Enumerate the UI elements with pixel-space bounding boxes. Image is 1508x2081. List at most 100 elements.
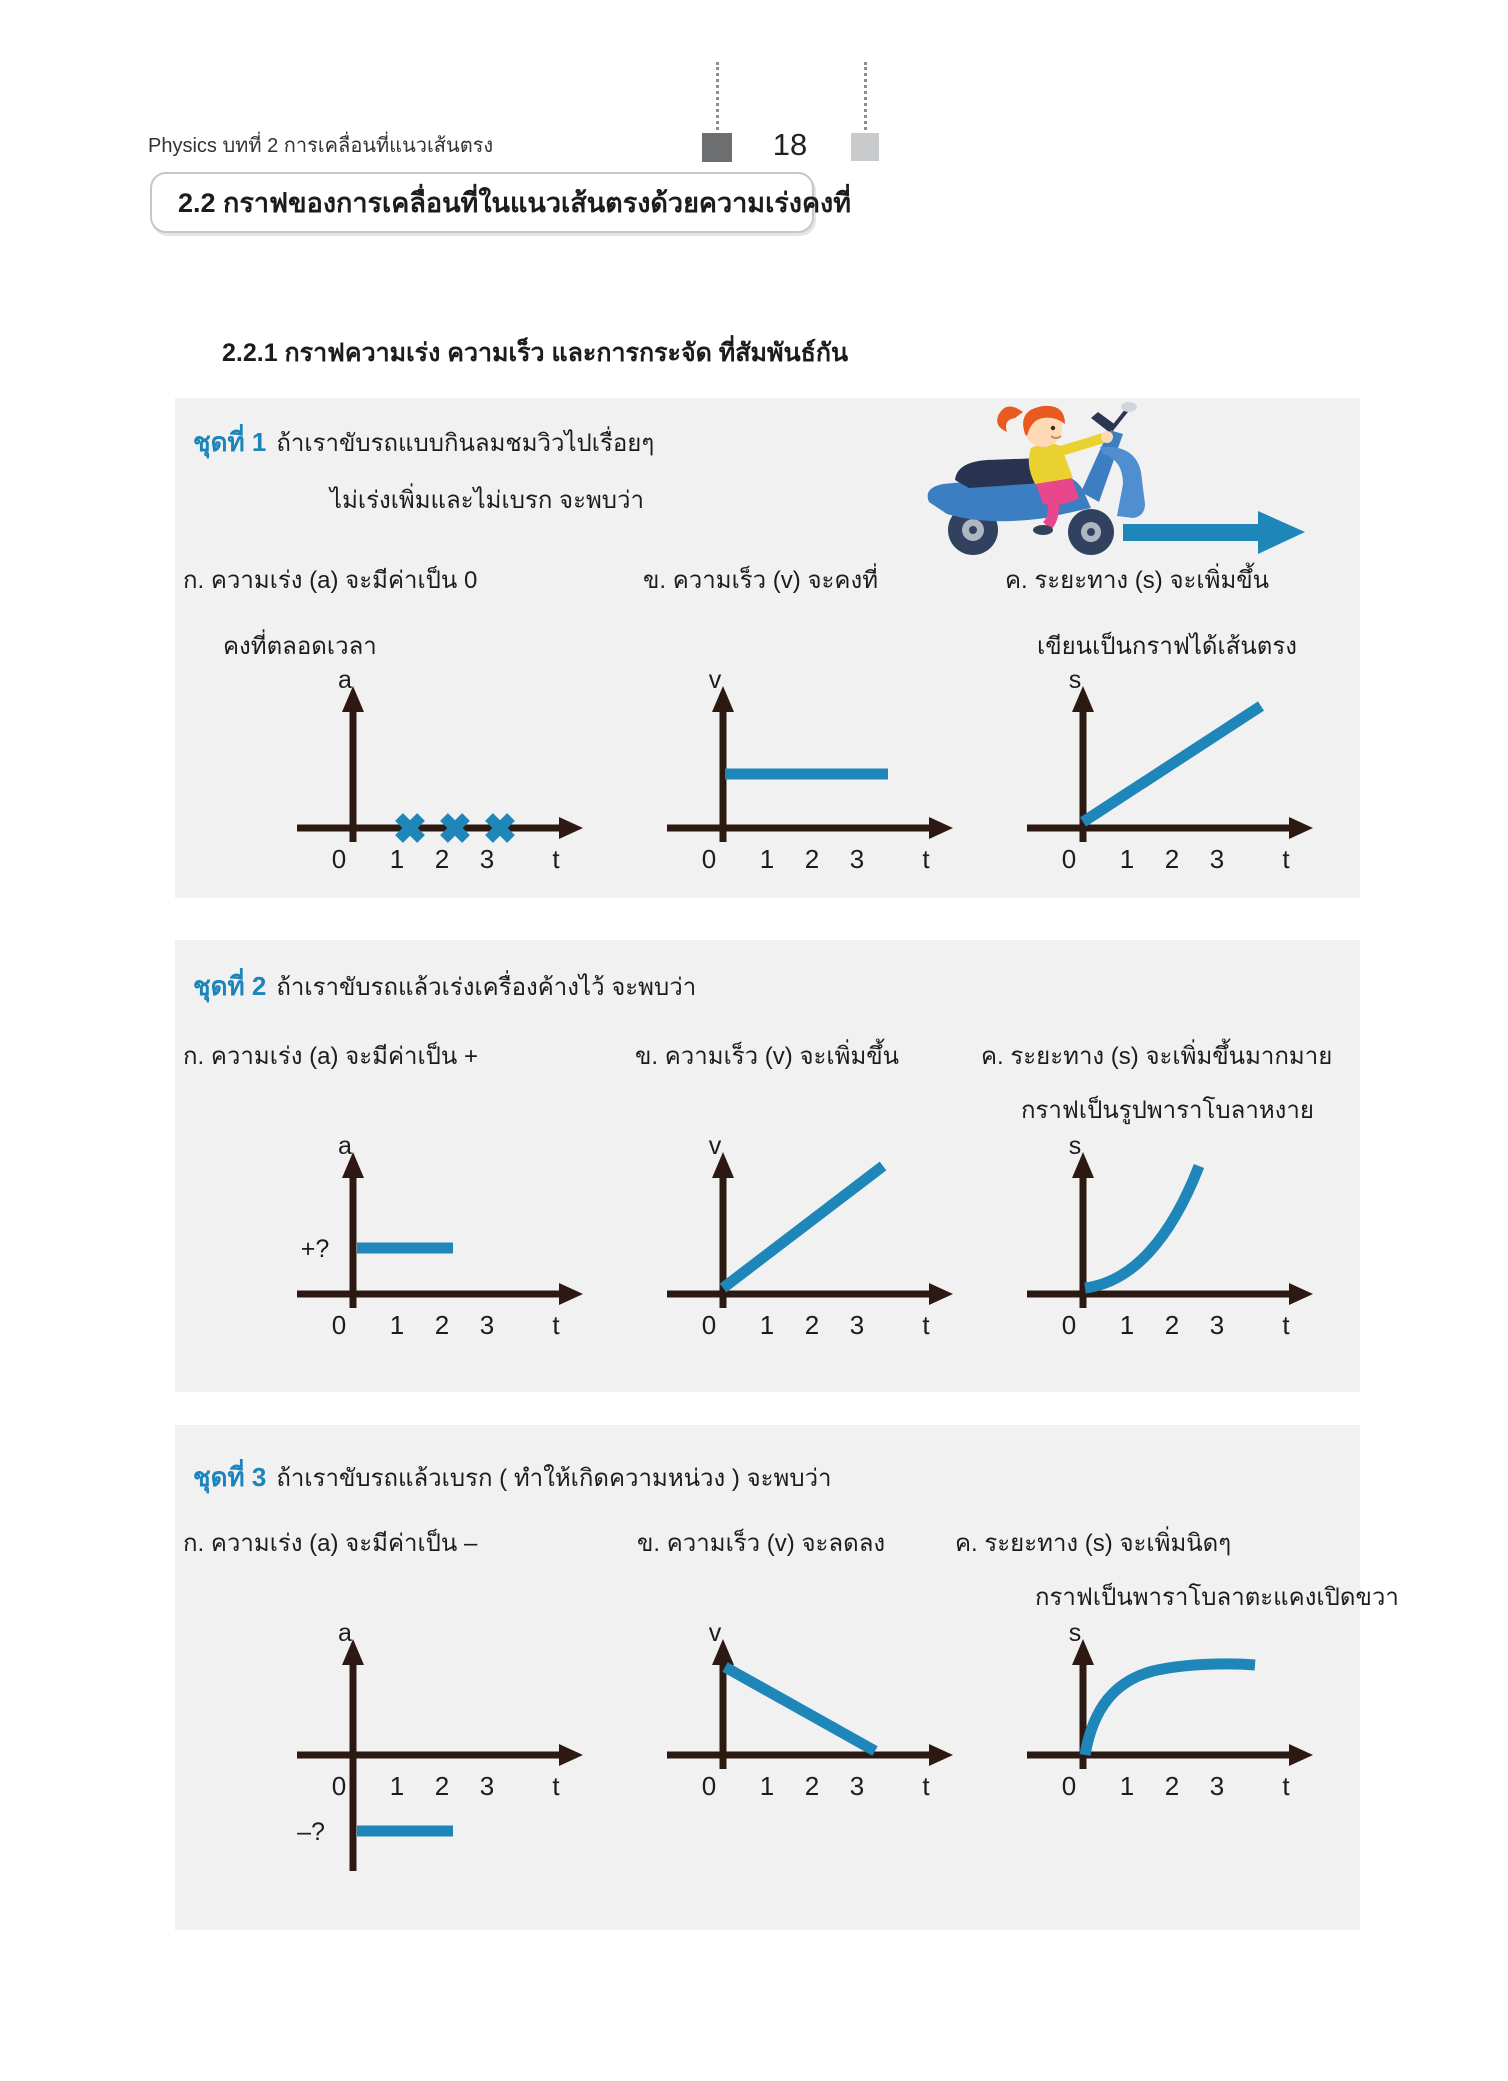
tick-1: 1 <box>760 844 774 874</box>
tick-0: 0 <box>702 844 716 874</box>
tick-1: 1 <box>760 1771 774 1801</box>
subsection-title: 2.2.1 กราฟความเร่ง ความเร็ว และการกระจัด… <box>222 339 849 367</box>
set-1-graph-a-vs-t: a 0 1 2 3 t <box>297 670 583 874</box>
set-1-intro-line2: ไม่เร่งเพิ่มและไม่เบรก จะพบว่า <box>330 487 644 514</box>
tick-2: 2 <box>435 1771 449 1801</box>
tick-1: 1 <box>390 1771 404 1801</box>
tick-2: 2 <box>805 1310 819 1340</box>
y-axis-label: a <box>338 1136 352 1160</box>
tick-0: 0 <box>332 1310 346 1340</box>
tick-2: 2 <box>1165 844 1179 874</box>
y-axis-label: s <box>1069 670 1082 694</box>
linear-distance-line <box>1079 701 1265 827</box>
y-axis-label: a <box>338 670 352 694</box>
set-2-item-a: ก. ความเร่ง (a) จะมีค่าเป็น + <box>183 1043 479 1070</box>
y-axis-label: s <box>1069 1136 1082 1160</box>
x-axis-label: t <box>922 1310 930 1340</box>
set-2-graph-s-vs-t: s 0 1 2 3 t <box>1027 1136 1313 1340</box>
set-3-graph-a-vs-t: a –? 0 1 2 3 t <box>297 1623 583 1871</box>
set-1-heading: ชุดที่ 1 ถ้าเราขับรถแบบกินลมชมวิวไปเรื่อย… <box>193 422 654 463</box>
direction-arrow <box>1123 511 1305 554</box>
set-2-heading: ชุดที่ 2 ถ้าเราขับรถแล้วเร่งเครื่องค้างไว… <box>193 966 696 1007</box>
page-number: 18 <box>772 127 808 162</box>
tick-3: 3 <box>850 1310 864 1340</box>
tick-3: 3 <box>850 844 864 874</box>
set-1-item-c: ค. ระยะทาง (s) จะเพิ่มขึ้น <box>1005 567 1270 594</box>
tick-1: 1 <box>1120 1771 1134 1801</box>
tick-2: 2 <box>435 844 449 874</box>
set-1-item-c-line2: เขียนเป็นกราฟได้เส้นตรง <box>1037 633 1297 660</box>
tick-0: 0 <box>332 1771 346 1801</box>
set-1-item-a-line2: คงที่ตลอดเวลา <box>223 633 377 660</box>
section-title: 2.2 กราฟของการเคลื่อนที่ในแนวเส้นตรงด้วย… <box>178 188 852 218</box>
set-2-graph-a-vs-t: a +? 0 1 2 3 t <box>297 1136 583 1340</box>
tick-0: 0 <box>332 844 346 874</box>
x-axis-label: t <box>1282 1310 1290 1340</box>
tick-2: 2 <box>1165 1310 1179 1340</box>
dotted-line-left <box>716 62 719 130</box>
set-3-item-c: ค. ระยะทาง (s) จะเพิ่มนิดๆ <box>955 1530 1232 1557</box>
set-3-item-b: ข. ความเร็ว (v) จะลดลง <box>637 1530 886 1557</box>
set-1-label: ชุดที่ 1 <box>193 427 267 457</box>
set-3-item-c-line2: กราฟเป็นพาราโบลาตะแคงเปิดขวา <box>1035 1584 1399 1611</box>
decreasing-velocity-line <box>722 1662 878 1756</box>
positive-annotation: +? <box>301 1235 330 1263</box>
set-2-intro: ถ้าเราขับรถแล้วเร่งเครื่องค้างไว้ จะพบว่… <box>276 974 697 1001</box>
tick-1: 1 <box>390 1310 404 1340</box>
x-axis-label: t <box>552 1771 560 1801</box>
scooter-rider-drawing <box>927 402 1145 555</box>
set-2-panel: ชุดที่ 2 ถ้าเราขับรถแล้วเร่งเครื่องค้างไว… <box>175 940 1360 1392</box>
tick-0: 0 <box>1062 844 1076 874</box>
x-axis-label: t <box>922 1771 930 1801</box>
set-1-graph-v-vs-t: v 0 1 2 3 t <box>667 670 953 874</box>
set-3-item-a: ก. ความเร่ง (a) จะมีค่าเป็น – <box>183 1530 478 1557</box>
set-1-intro: ถ้าเราขับรถแบบกินลมชมวิวไปเรื่อยๆ <box>276 430 655 457</box>
set-3-graph-v-vs-t: v 0 1 2 3 t <box>667 1623 953 1801</box>
y-axis-label: s <box>1069 1623 1082 1647</box>
dotted-line-right <box>864 62 867 130</box>
section-title-box: 2.2 กราฟของการเคลื่อนที่ในแนวเส้นตรงด้วย… <box>150 172 851 233</box>
set-3-graph-s-vs-t: s 0 1 2 3 t <box>1027 1623 1313 1801</box>
set-2-item-c: ค. ระยะทาง (s) จะเพิ่มขึ้นมากมาย <box>981 1043 1333 1070</box>
tick-0: 0 <box>1062 1310 1076 1340</box>
scooter-illustration <box>927 402 1305 555</box>
tick-1: 1 <box>760 1310 774 1340</box>
y-axis-label: v <box>709 670 722 694</box>
zero-x-marks <box>395 813 515 843</box>
header-square-dark <box>702 133 732 162</box>
y-axis-label: a <box>338 1623 352 1647</box>
tick-0: 0 <box>1062 1771 1076 1801</box>
set-1-item-b: ข. ความเร็ว (v) จะคงที่ <box>643 567 879 594</box>
tick-2: 2 <box>805 844 819 874</box>
x-axis-label: t <box>1282 1771 1290 1801</box>
x-axis-label: t <box>552 844 560 874</box>
set-2-label: ชุดที่ 2 <box>193 971 267 1001</box>
set-2-graph-v-vs-t: v 0 1 2 3 t <box>667 1136 953 1340</box>
page-header-title: Physics บทที่ 2 การเคลื่อนที่แนวเส้นตรง <box>148 135 494 157</box>
set-3-label: ชุดที่ 3 <box>193 1462 267 1492</box>
x-axis-label: t <box>922 844 930 874</box>
tick-1: 1 <box>1120 1310 1134 1340</box>
y-axis-label: v <box>709 1136 722 1160</box>
tick-3: 3 <box>480 1310 494 1340</box>
tick-1: 1 <box>1120 844 1134 874</box>
tick-3: 3 <box>850 1771 864 1801</box>
sideways-parabola-curve <box>1079 1658 1256 1756</box>
set-3-intro: ถ้าเราขับรถแล้วเบรก ( ทำให้เกิดความหน่วง… <box>276 1465 832 1492</box>
set-3-heading: ชุดที่ 3 ถ้าเราขับรถแล้วเบรก ( ทำให้เกิดค… <box>193 1457 832 1498</box>
tick-0: 0 <box>702 1310 716 1340</box>
y-axis-label: v <box>709 1623 722 1647</box>
tick-3: 3 <box>480 1771 494 1801</box>
tick-0: 0 <box>702 1771 716 1801</box>
tick-3: 3 <box>480 844 494 874</box>
set-1-graph-s-vs-t: s 0 1 2 3 t <box>1027 670 1313 874</box>
set-2-item-b: ข. ความเร็ว (v) จะเพิ่มขึ้น <box>635 1043 900 1070</box>
tick-2: 2 <box>435 1310 449 1340</box>
negative-annotation: –? <box>297 1818 325 1846</box>
tick-2: 2 <box>805 1771 819 1801</box>
x-axis-label: t <box>1282 844 1290 874</box>
set-2-item-c-line2: กราฟเป็นรูปพาราโบลาหงาย <box>1021 1097 1314 1124</box>
x-axis-label: t <box>552 1310 560 1340</box>
increasing-velocity-line <box>719 1161 887 1293</box>
